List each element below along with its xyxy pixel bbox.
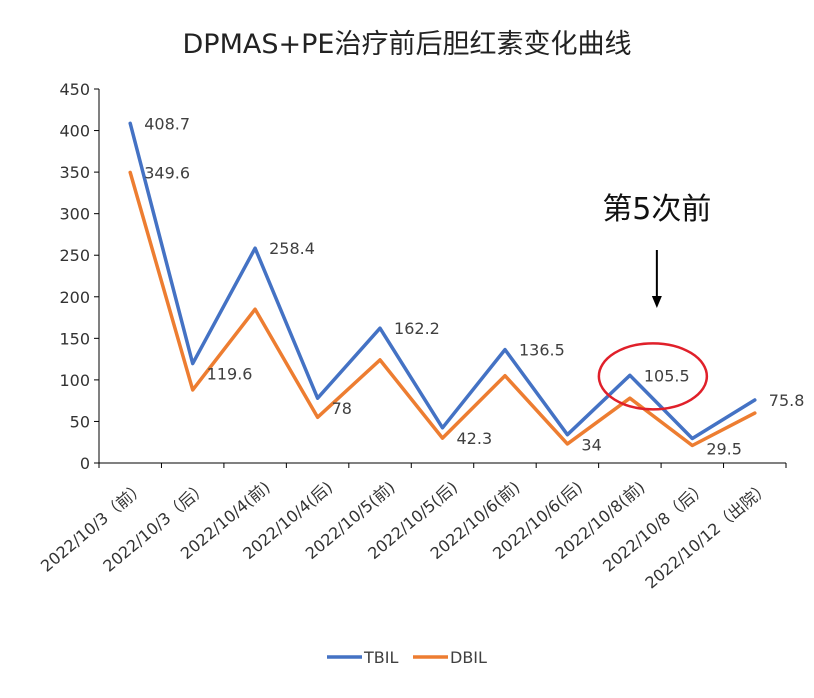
data-label-tbil: 29.5 — [706, 439, 742, 458]
y-tick-label: 400 — [59, 122, 90, 141]
y-tick-label: 0 — [80, 454, 90, 473]
data-label-tbil: 408.7 — [144, 114, 190, 133]
y-tick-label: 350 — [59, 163, 90, 182]
annotation-layer: 第5次前 — [597, 192, 711, 411]
y-tick-label: 200 — [59, 288, 90, 307]
data-label-tbil: 162.2 — [394, 319, 440, 338]
legend-label-dbil: DBIL — [450, 648, 487, 667]
data-label-tbil: 42.3 — [457, 429, 493, 448]
data-label-tbil: 136.5 — [519, 341, 565, 360]
x-tick-label: 2022/10/8（后） — [599, 478, 711, 576]
data-labels: 408.7 119.6 258.4 78 162.2 42.3 136.5 34 105.5 29… — [144, 114, 804, 458]
annotation-arrowhead — [651, 296, 662, 308]
y-tick-label: 50 — [70, 412, 90, 431]
y-tick-label: 250 — [59, 246, 90, 265]
series-line-dbil — [128, 170, 757, 448]
x-tick-label: 2022/10/3（后） — [99, 478, 211, 576]
data-label-tbil: 34 — [581, 436, 601, 455]
legend-label-tbil: TBIL — [363, 648, 398, 667]
chart-title: DPMAS+PE治疗前后胆红素变化曲线 — [183, 29, 632, 60]
x-tick-label: 2022/10/3（前） — [37, 478, 149, 576]
data-label-tbil: 105.5 — [644, 366, 690, 385]
series-line-tbil — [128, 121, 757, 441]
highlight-circle — [597, 342, 709, 411]
y-tick-label: 300 — [59, 205, 90, 224]
y-tick-label: 150 — [59, 329, 90, 348]
data-label-tbil: 258.4 — [269, 239, 315, 258]
data-label-tbil: 75.8 — [769, 391, 805, 410]
annotation-text: 第5次前 — [602, 192, 711, 227]
data-label-tbil: 119.6 — [207, 365, 253, 384]
y-tick-label: 100 — [59, 371, 90, 390]
y-tick-label: 450 — [59, 80, 90, 99]
series-layer — [128, 121, 757, 448]
data-label-dbil: 349.6 — [144, 163, 190, 182]
data-label-tbil: 78 — [332, 399, 352, 418]
legend: TBIL DBIL — [327, 648, 487, 667]
